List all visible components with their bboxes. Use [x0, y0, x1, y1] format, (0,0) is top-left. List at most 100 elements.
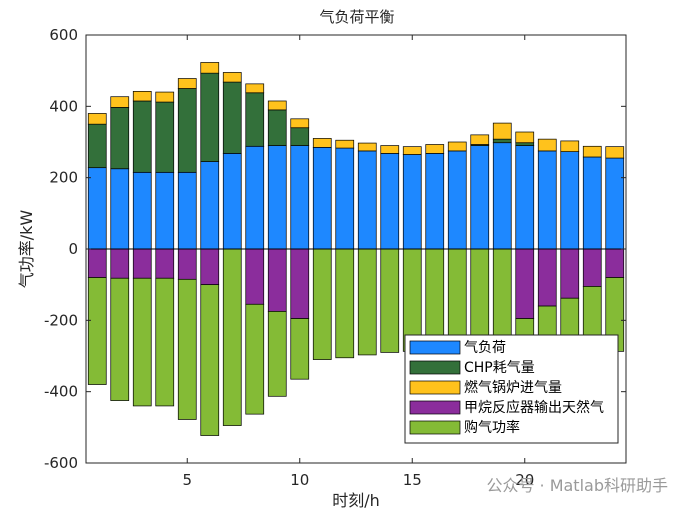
bar-s2-t1: [87, 123, 107, 169]
x-tick-label: 10: [290, 471, 309, 489]
bar-s1-t19: [492, 142, 512, 250]
bar-s1-t16: [425, 153, 445, 250]
x-tick-label: 20: [515, 471, 534, 489]
bar-s3-t8: [245, 83, 265, 94]
bar-s1-t7: [222, 153, 242, 250]
bar-s4-t9: [267, 248, 287, 312]
bar-s3-t11: [312, 138, 332, 148]
bar-s4-t2: [110, 248, 130, 279]
bar-s5-t6: [200, 284, 220, 436]
bar-s4-t3: [132, 248, 152, 279]
chart-title: 气负荷平衡: [319, 8, 394, 26]
y-tick-label: 600: [49, 26, 78, 44]
bar-s3-t6: [200, 62, 220, 74]
x-tick-label: 15: [403, 471, 422, 489]
bar-s3-t17: [447, 141, 467, 152]
bar-s1-t12: [335, 147, 355, 250]
bar-s4-t1: [87, 248, 107, 278]
legend-swatch-1: [409, 340, 461, 355]
bar-s4-t21: [537, 248, 557, 307]
bar-s3-t21: [537, 138, 557, 152]
legend-swatch-5: [409, 420, 461, 435]
bar-s1-t15: [402, 154, 422, 250]
bar-s3-t4: [155, 91, 175, 103]
bar-s5-t1: [87, 277, 107, 385]
bar-s3-t18: [470, 134, 490, 145]
bar-s2-t20: [515, 142, 535, 146]
bar-s1-t20: [515, 145, 535, 250]
bar-s3-t16: [425, 144, 445, 154]
bar-s3-t9: [267, 100, 287, 111]
bar-s1-t14: [380, 153, 400, 250]
bar-s3-t2: [110, 96, 130, 108]
bar-s2-t7: [222, 81, 242, 154]
bar-s2-t8: [245, 92, 265, 147]
bar-s1-t21: [537, 150, 557, 250]
bar-s2-t2: [110, 107, 130, 170]
bar-s1-t11: [312, 147, 332, 250]
bar-s5-t7: [222, 248, 242, 426]
bar-s3-t1: [87, 113, 107, 125]
bar-s5-t5: [177, 278, 197, 420]
bar-s4-t6: [200, 248, 220, 286]
y-tick-label: -200: [44, 311, 78, 329]
bar-s1-t23: [582, 156, 602, 250]
bar-s4-t10: [290, 248, 310, 319]
bar-s3-t13: [357, 142, 377, 152]
watermark: 公众号 · Matlab科研助手: [486, 476, 668, 495]
legend-label-3: 燃气锅炉进气量: [464, 379, 562, 396]
bar-s5-t11: [312, 248, 332, 360]
bar-s1-t24: [605, 157, 625, 250]
bar-s3-t5: [177, 78, 197, 89]
bar-s1-t13: [357, 150, 377, 250]
y-axis-title: 气功率/kW: [17, 210, 36, 289]
bar-s1-t1: [87, 167, 107, 250]
bar-s2-t3: [132, 100, 152, 173]
bar-s3-t7: [222, 72, 242, 83]
bar-s1-t5: [177, 171, 197, 250]
bar-s3-t10: [290, 118, 310, 129]
bar-s3-t23: [582, 145, 602, 158]
legend-swatch-4: [409, 400, 461, 415]
bar-s3-t12: [335, 139, 355, 149]
bar-s5-t10: [290, 318, 310, 380]
bar-s5-t4: [155, 277, 175, 407]
bar-s5-t3: [132, 277, 152, 407]
axis-ticks: 5 10 15 20 -600 -400 -200 0 200 400 600: [44, 26, 626, 489]
bar-s2-t19: [492, 138, 512, 144]
bar-s2-t4: [155, 101, 175, 173]
y-tick-label: 200: [49, 169, 78, 187]
bar-s2-t9: [267, 109, 287, 146]
bar-s4-t23: [582, 248, 602, 287]
bar-s1-t6: [200, 161, 220, 250]
bar-s2-t5: [177, 88, 197, 173]
y-tick-label: 400: [49, 97, 78, 115]
bar-s4-t24: [605, 248, 625, 278]
bar-s1-t9: [267, 145, 287, 250]
bar-s3-t24: [605, 146, 625, 159]
bar-s5-t9: [267, 311, 287, 397]
y-tick-label: -600: [44, 454, 78, 472]
bar-s4-t8: [245, 248, 265, 305]
bar-s2-t6: [200, 72, 220, 162]
bar-s1-t10: [290, 145, 310, 250]
bar-s5-t2: [110, 277, 130, 401]
bar-s1-t3: [132, 171, 152, 250]
bar-s5-t13: [357, 248, 377, 356]
bar-s1-t8: [245, 145, 265, 250]
bar-s3-t3: [132, 91, 152, 102]
bar-s1-t17: [447, 150, 467, 250]
bar-s3-t22: [560, 140, 580, 152]
legend-label-1: 气负荷: [464, 340, 506, 356]
bar-s2-t10: [290, 127, 310, 146]
bar-s5-t14: [380, 248, 400, 353]
bar-s4-t5: [177, 248, 197, 280]
bar-s3-t20: [515, 131, 535, 144]
bar-s1-t22: [560, 151, 580, 250]
bar-s3-t15: [402, 146, 422, 155]
bar-s5-t12: [335, 248, 355, 359]
legend-swatch-2: [409, 360, 461, 375]
bar-s4-t22: [560, 248, 580, 299]
